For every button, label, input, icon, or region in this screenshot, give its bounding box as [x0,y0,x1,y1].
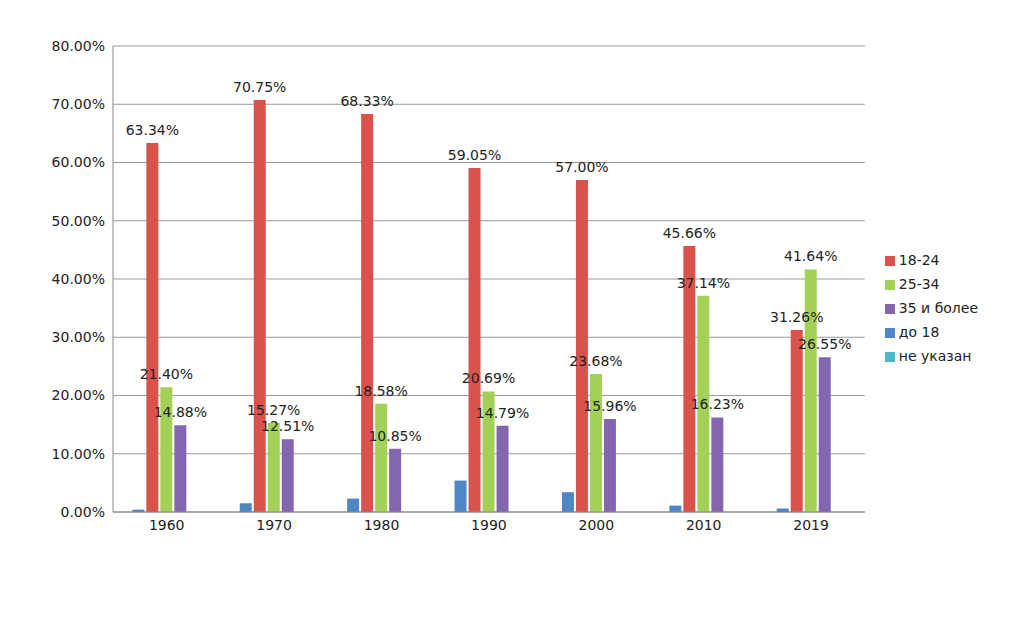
svg-text:14.79%: 14.79% [476,405,529,421]
svg-text:0.00%: 0.00% [61,504,105,520]
svg-text:63.34%: 63.34% [126,122,179,138]
html-text:до 18: до 18 [898,324,940,340]
svg-text:50.00%: 50.00% [52,213,105,229]
html-text:25-34: 25-34 [898,276,940,292]
svg-text:26.55%: 26.55% [798,336,851,352]
html-text:18-24: 18-24 [898,252,940,268]
svg-text:1980: 1980 [364,517,400,533]
svg-text:16.23%: 16.23% [691,396,744,412]
svg-text:18.58%: 18.58% [354,383,407,399]
svg-text:15.27%: 15.27% [247,402,300,418]
svg-text:1960: 1960 [149,517,185,533]
svg-text:68.33%: 68.33% [340,93,393,109]
svg-text:30.00%: 30.00% [52,329,105,345]
svg-text:1990: 1990 [471,517,507,533]
svg-text:45.66%: 45.66% [663,225,716,241]
svg-text:2019: 2019 [793,517,829,533]
svg-text:12.51%: 12.51% [261,418,314,434]
svg-text:2000: 2000 [578,517,614,533]
svg-text:20.00%: 20.00% [52,387,105,403]
svg-text:57.00%: 57.00% [555,159,608,175]
svg-text:40.00%: 40.00% [52,271,105,287]
svg-text:31.26%: 31.26% [770,309,823,325]
svg-text:70.00%: 70.00% [52,96,105,112]
html-text:35 и более: 35 и более [898,300,978,316]
svg-text:37.14%: 37.14% [677,275,730,291]
svg-text:23.68%: 23.68% [569,353,622,369]
svg-text:2010: 2010 [686,517,722,533]
svg-text:70.75%: 70.75% [233,79,286,95]
svg-text:10.00%: 10.00% [52,446,105,462]
svg-text:60.00%: 60.00% [52,154,105,170]
svg-text:15.96%: 15.96% [583,398,636,414]
svg-text:41.64%: 41.64% [784,248,837,264]
svg-text:21.40%: 21.40% [140,366,193,382]
svg-text:59.05%: 59.05% [448,147,501,163]
svg-text:14.88%: 14.88% [154,404,207,420]
svg-text:20.69%: 20.69% [462,370,515,386]
svg-text:10.85%: 10.85% [368,428,421,444]
svg-text:1970: 1970 [256,517,292,533]
svg-text:80.00%: 80.00% [52,38,105,54]
html-text:не указан: не указан [898,348,972,364]
